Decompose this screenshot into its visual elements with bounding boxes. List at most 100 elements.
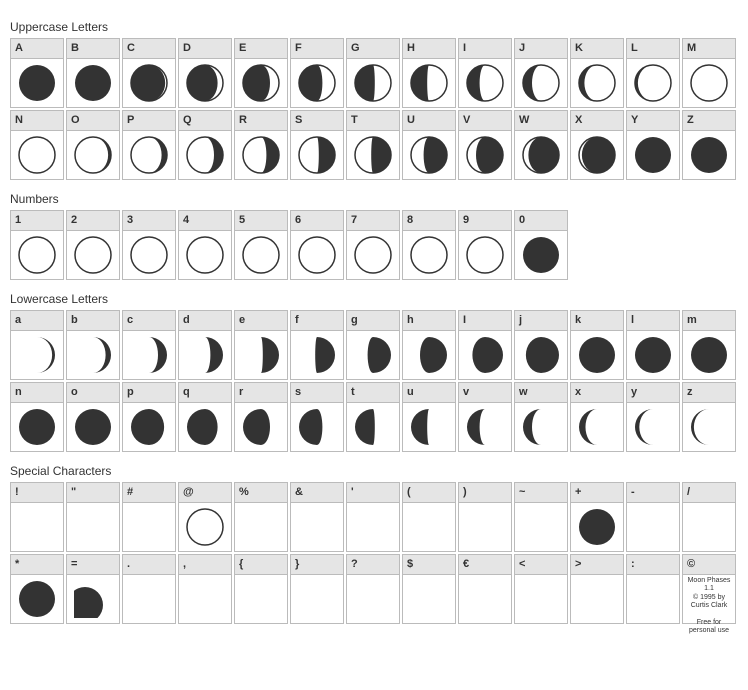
character-glyph	[123, 331, 175, 379]
character-cell: I	[458, 310, 512, 380]
moon-glyph	[354, 136, 392, 174]
character-label: n	[11, 383, 63, 403]
character-cell: n	[10, 382, 64, 452]
character-glyph	[123, 403, 175, 451]
character-cell: I	[458, 38, 512, 108]
character-cell: *	[10, 554, 64, 624]
character-cell: 3	[122, 210, 176, 280]
moon-glyph	[578, 336, 616, 374]
moon-glyph	[74, 64, 112, 102]
character-label: )	[459, 483, 511, 503]
character-glyph	[571, 131, 623, 179]
character-glyph	[627, 331, 679, 379]
character-cell: X	[570, 110, 624, 180]
section-title: Numbers	[10, 192, 738, 206]
character-label: w	[515, 383, 567, 403]
character-label: u	[403, 383, 455, 403]
moon-glyph	[410, 408, 448, 446]
character-label: l	[627, 311, 679, 331]
character-label: Q	[179, 111, 231, 131]
character-cell: r	[234, 382, 288, 452]
character-glyph	[179, 575, 231, 623]
character-label: A	[11, 39, 63, 59]
character-glyph	[179, 59, 231, 107]
character-label: y	[627, 383, 679, 403]
character-label: +	[571, 483, 623, 503]
character-glyph	[683, 503, 735, 551]
character-label: *	[11, 555, 63, 575]
moon-glyph	[74, 580, 112, 618]
character-glyph	[347, 403, 399, 451]
character-cell: y	[626, 382, 680, 452]
character-glyph	[627, 403, 679, 451]
character-label: }	[291, 555, 343, 575]
character-glyph	[179, 231, 231, 279]
character-grid: !"#@%&'()~+-/*=.,{}?$€<>:©Moon Phases1.1…	[10, 482, 738, 626]
character-label: a	[11, 311, 63, 331]
moon-glyph	[578, 136, 616, 174]
character-cell: k	[570, 310, 624, 380]
character-cell: 6	[290, 210, 344, 280]
character-glyph	[67, 403, 119, 451]
character-cell: T	[346, 110, 400, 180]
moon-glyph	[354, 336, 392, 374]
character-glyph	[347, 231, 399, 279]
character-label: >	[571, 555, 623, 575]
character-glyph	[459, 575, 511, 623]
character-glyph	[459, 331, 511, 379]
character-label: ,	[179, 555, 231, 575]
moon-glyph	[242, 336, 280, 374]
character-cell: 8	[402, 210, 456, 280]
font-character-map: Uppercase LettersABCDEFGHIJKLMNOPQRSTUVW…	[10, 20, 738, 626]
character-cell: z	[682, 382, 736, 452]
character-cell: ~	[514, 482, 568, 552]
character-label: <	[515, 555, 567, 575]
character-label: /	[683, 483, 735, 503]
moon-glyph	[242, 64, 280, 102]
character-cell: W	[514, 110, 568, 180]
character-cell: j	[514, 310, 568, 380]
character-glyph	[291, 59, 343, 107]
character-glyph	[571, 575, 623, 623]
character-cell: +	[570, 482, 624, 552]
character-label: N	[11, 111, 63, 131]
character-glyph	[515, 59, 567, 107]
character-cell: p	[122, 382, 176, 452]
character-cell: 7	[346, 210, 400, 280]
character-label: 2	[67, 211, 119, 231]
character-cell: b	[66, 310, 120, 380]
character-glyph	[515, 503, 567, 551]
character-label: P	[123, 111, 175, 131]
moon-glyph	[466, 408, 504, 446]
character-glyph	[347, 59, 399, 107]
character-cell: q	[178, 382, 232, 452]
character-glyph	[683, 59, 735, 107]
character-cell: U	[402, 110, 456, 180]
character-cell: 1	[10, 210, 64, 280]
character-glyph: Moon Phases1.1© 1995 byCurtis ClarkFree …	[683, 575, 735, 623]
character-label: :	[627, 555, 679, 575]
moon-glyph	[298, 136, 336, 174]
character-cell: #	[122, 482, 176, 552]
character-glyph	[459, 131, 511, 179]
character-cell: R	[234, 110, 288, 180]
character-label: 3	[123, 211, 175, 231]
character-label: &	[291, 483, 343, 503]
character-label: f	[291, 311, 343, 331]
moon-glyph	[634, 408, 672, 446]
moon-glyph	[690, 336, 728, 374]
character-label: 4	[179, 211, 231, 231]
character-glyph	[235, 331, 287, 379]
character-glyph	[627, 59, 679, 107]
character-cell: =	[66, 554, 120, 624]
character-label: p	[123, 383, 175, 403]
character-cell: @	[178, 482, 232, 552]
character-glyph	[235, 131, 287, 179]
character-glyph	[235, 575, 287, 623]
character-label: O	[67, 111, 119, 131]
character-glyph	[291, 231, 343, 279]
character-cell: f	[290, 310, 344, 380]
character-glyph	[515, 331, 567, 379]
character-cell: l	[626, 310, 680, 380]
moon-glyph	[18, 408, 56, 446]
